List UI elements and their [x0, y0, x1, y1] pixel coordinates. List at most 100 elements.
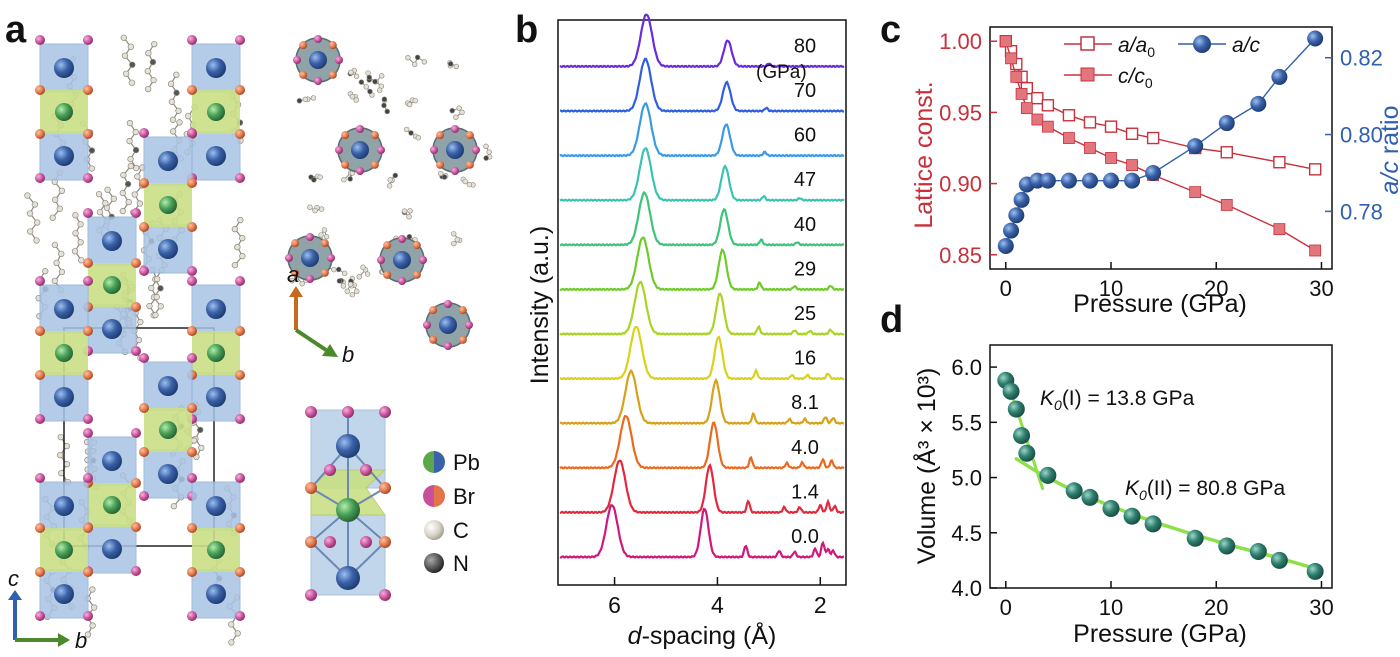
pb-atom: [158, 151, 178, 171]
br-atom: [341, 160, 350, 169]
ligand-atom: [412, 97, 418, 104]
pb-atom: [301, 249, 319, 267]
octahedra-detail: [305, 406, 391, 601]
panel-letter-c: c: [880, 9, 901, 51]
ligand-atom: [483, 155, 489, 161]
ligand-atom: [84, 631, 92, 638]
ligand-atom: [296, 98, 303, 104]
ligand-atom: [384, 108, 390, 115]
br-atom: [356, 125, 364, 133]
ligand-atom: [169, 116, 177, 123]
annotation-k0-ii: K0(II) = 80.8 GPa: [1125, 477, 1285, 503]
br-atom: [328, 70, 337, 79]
br-atom: [35, 473, 45, 483]
br-atom: [35, 173, 45, 183]
ligand-atom: [88, 147, 96, 154]
legend-marker-c: [424, 520, 444, 540]
ligand-atom: [406, 214, 412, 220]
br-atom: [458, 306, 467, 315]
point-c-c0: [1010, 70, 1023, 83]
volume-point: [1186, 529, 1204, 547]
panel-b: b 6 4 2 0.0 1.4 4.0 8.1 16 25 29 40 47 60 70 80 (GPa)…: [515, 9, 847, 650]
br-atom: [35, 276, 45, 286]
ligand-atom: [144, 67, 151, 75]
ligand-atom: [51, 277, 58, 285]
br-atom: [314, 77, 322, 85]
ligand-atom: [190, 437, 198, 444]
br-atom: [131, 258, 141, 268]
ligand-atom: [349, 94, 356, 100]
pb-atom: [206, 58, 226, 78]
ligand-atom: [372, 78, 378, 85]
c-axis-label: c: [8, 566, 19, 591]
panel-letter-b: b: [515, 9, 538, 51]
ligand-atom: [356, 274, 362, 280]
ligand-atom: [170, 503, 178, 510]
ligand-atom: [347, 281, 354, 288]
point-a-c: [1013, 191, 1030, 208]
ligand-atom: [331, 266, 337, 273]
legend-label-br: Br: [453, 484, 475, 509]
point-a-c: [1145, 164, 1162, 181]
point-c-c0: [999, 35, 1012, 48]
x-tick-label-b: 2: [814, 592, 827, 618]
x-tick-label-c: 20: [1204, 276, 1228, 301]
ligand-atom: [228, 639, 235, 646]
ligand-atom: [447, 61, 454, 67]
br-atom: [335, 56, 343, 64]
ligand-atom: [228, 621, 235, 628]
point-c-c0: [1031, 113, 1044, 126]
ligand-atom: [363, 84, 370, 90]
octahedra-chains: [35, 35, 245, 621]
ligand-atom: [58, 187, 66, 194]
point-a-c: [1003, 222, 1020, 239]
br-atom: [139, 128, 149, 138]
point-c-c0: [1005, 52, 1017, 65]
ligand-atom: [96, 208, 104, 216]
br-atom: [235, 523, 245, 533]
pb-atom: [206, 146, 226, 166]
point-a-c: [1307, 30, 1324, 47]
ligand-atom: [405, 54, 411, 61]
ligand-atom: [348, 69, 354, 76]
br-atom: [187, 178, 197, 188]
ligand-atom: [124, 180, 132, 188]
point-a-a0: [1220, 146, 1233, 159]
br-atom: [429, 335, 438, 344]
y-tick-label-c-right: 0.80: [1340, 123, 1383, 148]
pb-atom: [159, 196, 177, 214]
point-a-a0: [1125, 127, 1139, 140]
br-atom: [235, 173, 245, 183]
x-tick-label-d: 30: [1309, 595, 1333, 620]
br-atom: [187, 266, 197, 276]
xrd-trace-80: [559, 13, 845, 69]
ligand-atom: [234, 243, 241, 251]
br-atom: [458, 335, 467, 344]
ligand-atom: [451, 231, 457, 237]
ligand-atom: [53, 259, 60, 267]
br-atom: [35, 129, 45, 139]
ligand-atom: [340, 283, 347, 289]
br-atom: [35, 370, 45, 380]
point-c-c0: [1126, 159, 1138, 171]
br-atom: [35, 414, 45, 424]
point-a-a0: [1031, 91, 1044, 105]
ligand-atom: [58, 268, 66, 276]
ligand-atom: [239, 252, 246, 260]
xrd-label: 40: [794, 214, 816, 236]
xrd-label: 8.1: [791, 392, 819, 414]
ligand-atom: [403, 126, 410, 133]
br-atom: [83, 414, 93, 424]
legend-marker-br: [423, 485, 445, 507]
br-atom: [235, 414, 245, 424]
br-atom: [131, 346, 141, 356]
ligand-atom: [378, 73, 385, 79]
ligand-atom: [358, 79, 365, 85]
pb-atom: [206, 584, 226, 604]
xrd-trace-16: [559, 325, 845, 381]
br-atom: [131, 566, 141, 576]
br-atom: [139, 222, 149, 232]
ligand-atom: [401, 208, 408, 214]
ligand-atom: [89, 586, 96, 593]
panel-letter-d: d: [880, 299, 903, 341]
